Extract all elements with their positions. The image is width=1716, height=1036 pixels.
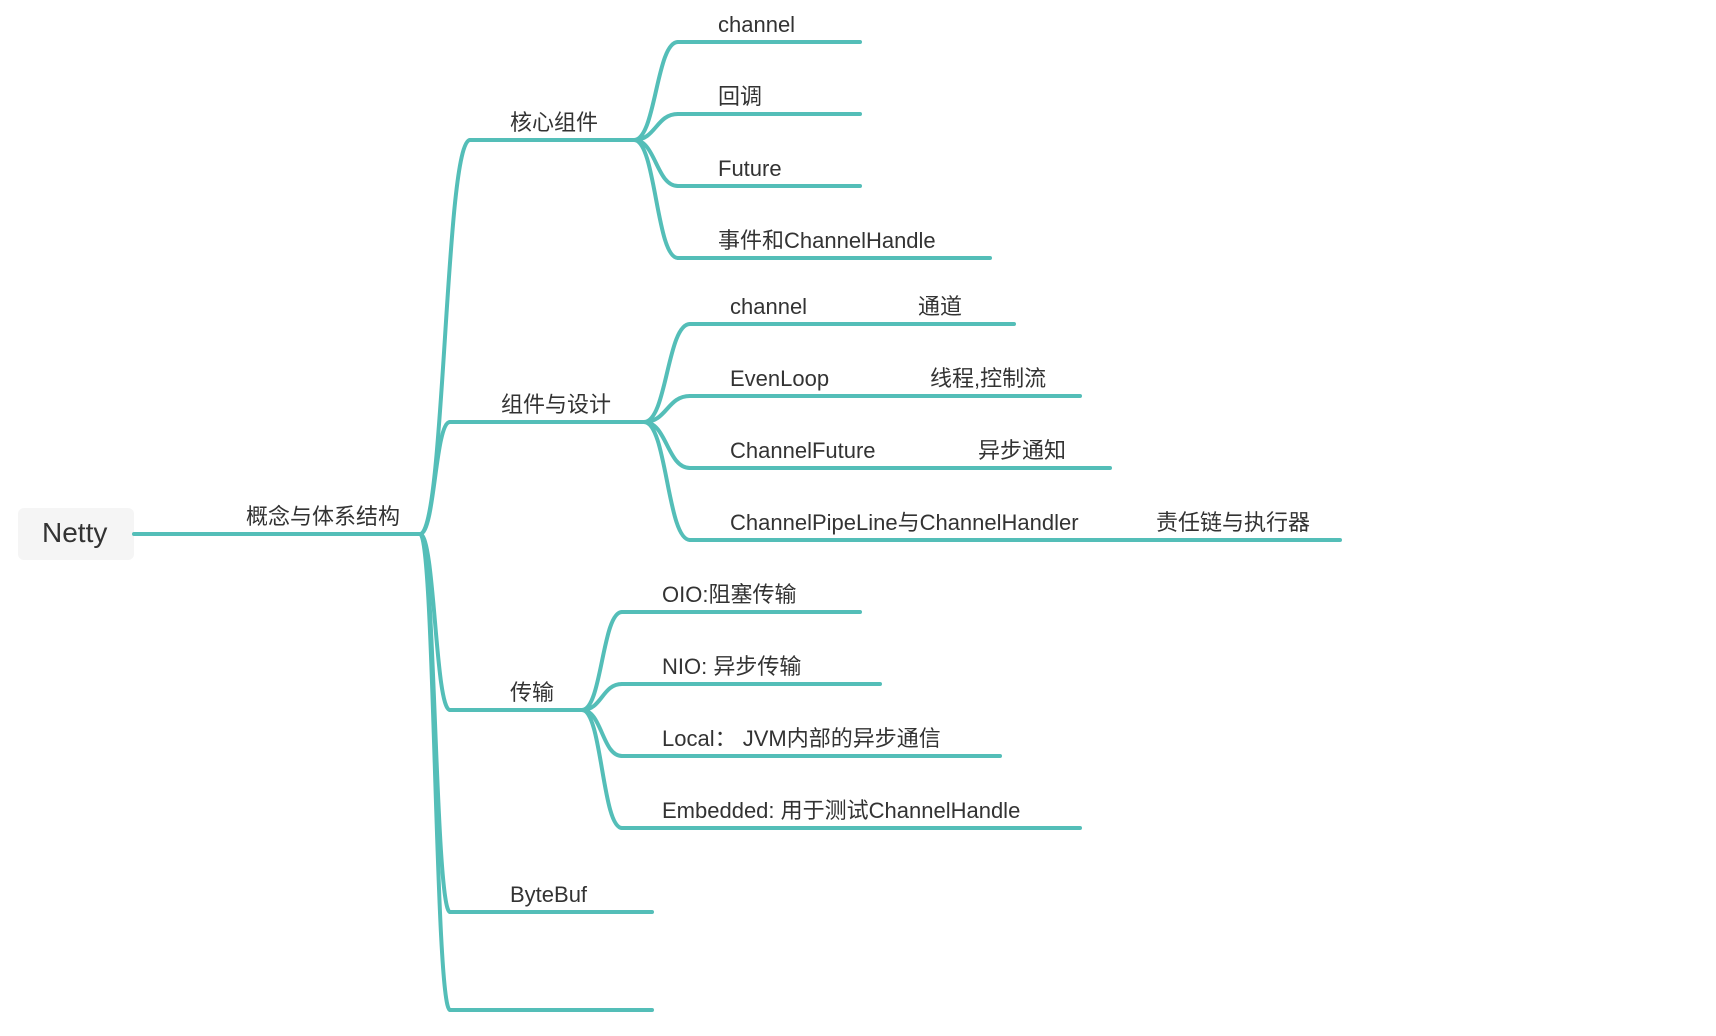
branch-node: 核心组件 xyxy=(510,110,598,135)
leaf-node: channel xyxy=(718,12,795,37)
leaf-node: Embedded: 用于测试ChannelHandle xyxy=(662,798,1020,823)
leaf-node: OIO:阻塞传输 xyxy=(662,582,796,607)
leaf-node: Local： JVM内部的异步通信 xyxy=(662,726,941,751)
leaf-node: 责任链与执行器 xyxy=(1156,510,1310,535)
leaf-node: ChannelPipeLine与ChannelHandler xyxy=(730,510,1079,535)
leaf-node: 回调 xyxy=(718,84,762,109)
branch-node: ByteBuf xyxy=(510,882,588,907)
mindmap-diagram: Netty 概念与体系结构 核心组件 channel 回调 Future 事件和Channe… xyxy=(0,0,1716,1036)
root-node: Netty xyxy=(42,517,107,548)
level1-node: 概念与体系结构 xyxy=(246,504,400,529)
leaf-node: 线程,控制流 xyxy=(930,366,1046,391)
leaf-node: 异步通知 xyxy=(978,438,1066,463)
leaf-node: 通道 xyxy=(918,294,962,319)
branch-node: 组件与设计 xyxy=(501,392,611,417)
branch-node: 传输 xyxy=(510,680,554,705)
leaf-node: channel xyxy=(730,294,807,319)
leaf-node: Future xyxy=(718,156,782,181)
leaf-node: EvenLoop xyxy=(730,366,829,391)
leaf-node: 事件和ChannelHandle xyxy=(718,228,936,253)
leaf-node: NIO: 异步传输 xyxy=(662,654,801,679)
leaf-node: ChannelFuture xyxy=(730,438,876,463)
